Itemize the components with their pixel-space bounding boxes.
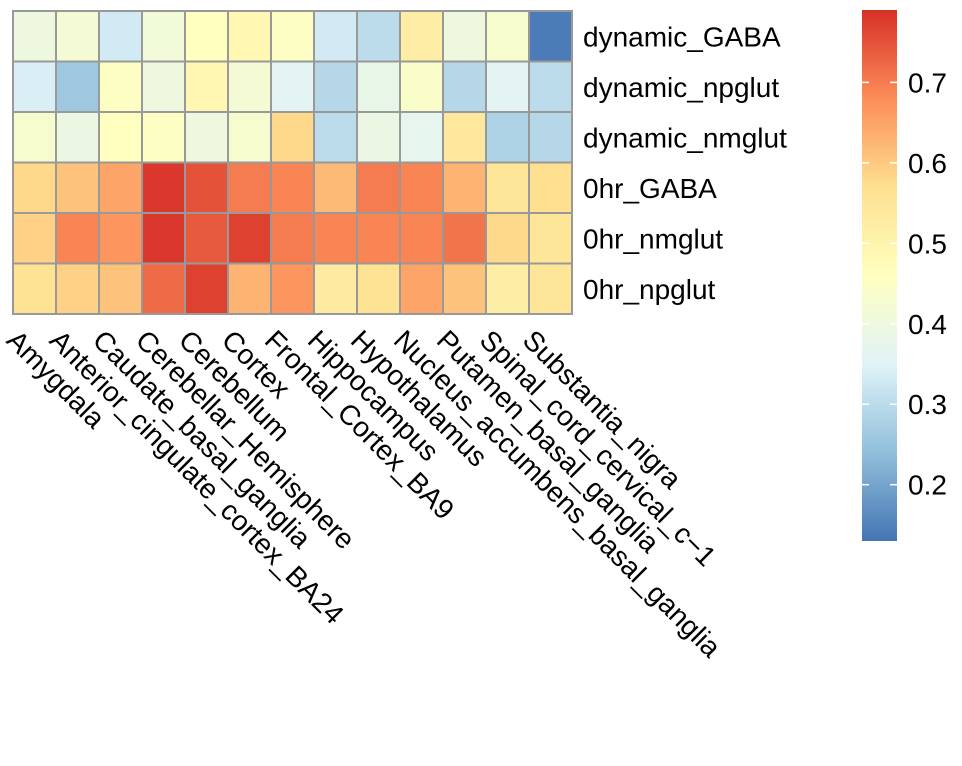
colorbar-tick-label: 0.4 — [908, 309, 947, 340]
colorbar-tick-label: 0.5 — [908, 228, 947, 259]
heatmap-cell-dynamic-npglut-hypothalamus — [356, 60, 401, 113]
heatmap-cell-dynamic-gaba-caudate-basal-ganglia — [98, 10, 143, 63]
heatmap-cell-dynamic-gaba-amygdala — [12, 10, 57, 63]
heatmap-cell-dynamic-npglut-hippocampus — [313, 60, 358, 113]
heatmap-cell-0hr-gaba-cerebellum — [184, 161, 229, 214]
row-label-0hr-nmglut: 0hr_nmglut — [583, 223, 723, 254]
heatmap-cell-0hr-npglut-hippocampus — [313, 262, 358, 315]
heatmap-cell-dynamic-npglut-caudate-basal-ganglia — [98, 60, 143, 113]
heatmap-cell-0hr-gaba-substantia-nigra — [528, 161, 573, 214]
heatmap-cell-dynamic-gaba-substantia-nigra — [528, 10, 573, 63]
heatmap-cell-dynamic-npglut-substantia-nigra — [528, 60, 573, 113]
heatmap-cell-0hr-nmglut-caudate-basal-ganglia — [98, 212, 143, 265]
heatmap-cell-dynamic-nmglut-amygdala — [12, 111, 57, 164]
heatmap-cell-0hr-nmglut-cerebellar-hemisphere — [141, 212, 186, 265]
colorbar-tick-label: 0.6 — [908, 148, 947, 179]
colorbar-tick-label: 0.2 — [908, 470, 947, 501]
heatmap-cell-0hr-npglut-substantia-nigra — [528, 262, 573, 315]
heatmap-cell-dynamic-gaba-spinal-cord-cervical-c-1 — [485, 10, 530, 63]
heatmap-cell-0hr-npglut-anterior-cingulate-cortex-ba24 — [55, 262, 100, 315]
heatmap-cell-dynamic-npglut-anterior-cingulate-cortex-ba24 — [55, 60, 100, 113]
heatmap-cell-0hr-gaba-hypothalamus — [356, 161, 401, 214]
heatmap-cell-0hr-gaba-spinal-cord-cervical-c-1 — [485, 161, 530, 214]
heatmap-cell-0hr-nmglut-anterior-cingulate-cortex-ba24 — [55, 212, 100, 265]
row-label-dynamic-nmglut: dynamic_nmglut — [583, 122, 787, 153]
heatmap-cell-0hr-npglut-spinal-cord-cervical-c-1 — [485, 262, 530, 315]
heatmap-cell-dynamic-nmglut-putamen-basal-ganglia — [442, 111, 487, 164]
colorbar-tick-label: 0.7 — [908, 67, 947, 98]
heatmap-cell-0hr-nmglut-putamen-basal-ganglia — [442, 212, 487, 265]
heatmap-cell-dynamic-nmglut-cerebellum — [184, 111, 229, 164]
heatmap-cell-0hr-npglut-nucleus-accumbens-basal-ganglia — [399, 262, 444, 315]
heatmap-cells — [12, 10, 573, 315]
heatmap-cell-dynamic-nmglut-nucleus-accumbens-basal-ganglia — [399, 111, 444, 164]
heatmap-cell-dynamic-npglut-cerebellum — [184, 60, 229, 113]
color-legend: 0.7 0.6 0.5 0.4 0.3 0.2 — [862, 10, 947, 541]
heatmap-cell-dynamic-npglut-cerebellar-hemisphere — [141, 60, 186, 113]
heatmap-cell-0hr-npglut-putamen-basal-ganglia — [442, 262, 487, 315]
heatmap-cell-dynamic-gaba-cerebellar-hemisphere — [141, 10, 186, 63]
heatmap-cell-0hr-gaba-cerebellar-hemisphere — [141, 161, 186, 214]
heatmap-cell-0hr-nmglut-cerebellum — [184, 212, 229, 265]
heatmap-cell-0hr-nmglut-spinal-cord-cervical-c-1 — [485, 212, 530, 265]
colorbar-tick-label: 0.3 — [908, 389, 947, 420]
colorbar — [862, 10, 897, 541]
heatmap-cell-0hr-npglut-cortex — [227, 262, 272, 315]
heatmap-cell-0hr-gaba-nucleus-accumbens-basal-ganglia — [399, 161, 444, 214]
heatmap-cell-dynamic-nmglut-hypothalamus — [356, 111, 401, 164]
row-label-0hr-gaba: 0hr_GABA — [583, 173, 717, 204]
heatmap-cell-0hr-npglut-cerebellar-hemisphere — [141, 262, 186, 315]
heatmap-cell-dynamic-gaba-cerebellum — [184, 10, 229, 63]
heatmap-cell-0hr-gaba-anterior-cingulate-cortex-ba24 — [55, 161, 100, 214]
heatmap-cell-0hr-gaba-cortex — [227, 161, 272, 214]
heatmap-cell-0hr-nmglut-substantia-nigra — [528, 212, 573, 265]
heatmap-cell-dynamic-nmglut-substantia-nigra — [528, 111, 573, 164]
heatmap-cell-dynamic-gaba-frontal-cortex-ba9 — [270, 10, 315, 63]
heatmap-cell-0hr-gaba-hippocampus — [313, 161, 358, 214]
heatmap-cell-0hr-npglut-amygdala — [12, 262, 57, 315]
heatmap-cell-dynamic-gaba-nucleus-accumbens-basal-ganglia — [399, 10, 444, 63]
column-labels: AmygdalaAnterior_cingulate_cortex_BA24Ca… — [1, 324, 727, 663]
heatmap-cell-dynamic-nmglut-cortex — [227, 111, 272, 164]
heatmap-cell-0hr-nmglut-nucleus-accumbens-basal-ganglia — [399, 212, 444, 265]
heatmap-cell-dynamic-gaba-cortex — [227, 10, 272, 63]
heatmap-cell-0hr-npglut-hypothalamus — [356, 262, 401, 315]
heatmap-cell-dynamic-nmglut-caudate-basal-ganglia — [98, 111, 143, 164]
row-label-dynamic-gaba: dynamic_GABA — [583, 21, 781, 52]
heatmap-cell-dynamic-npglut-amygdala — [12, 60, 57, 113]
row-label-dynamic-npglut: dynamic_npglut — [583, 72, 779, 103]
heatmap-cell-dynamic-gaba-hypothalamus — [356, 10, 401, 63]
heatmap-cell-dynamic-npglut-frontal-cortex-ba9 — [270, 60, 315, 113]
heatmap-cell-0hr-npglut-cerebellum — [184, 262, 229, 315]
heatmap-cell-0hr-nmglut-hippocampus — [313, 212, 358, 265]
heatmap-cell-dynamic-gaba-putamen-basal-ganglia — [442, 10, 487, 63]
heatmap-cell-dynamic-nmglut-spinal-cord-cervical-c-1 — [485, 111, 530, 164]
heatmap-cell-0hr-npglut-caudate-basal-ganglia — [98, 262, 143, 315]
heatmap-cell-dynamic-npglut-spinal-cord-cervical-c-1 — [485, 60, 530, 113]
heatmap-cell-dynamic-npglut-nucleus-accumbens-basal-ganglia — [399, 60, 444, 113]
row-label-0hr-npglut: 0hr_npglut — [583, 274, 716, 305]
heatmap-cell-0hr-nmglut-hypothalamus — [356, 212, 401, 265]
heatmap-cell-0hr-nmglut-frontal-cortex-ba9 — [270, 212, 315, 265]
heatmap-cell-dynamic-nmglut-hippocampus — [313, 111, 358, 164]
heatmap-cell-dynamic-npglut-putamen-basal-ganglia — [442, 60, 487, 113]
heatmap-cell-0hr-gaba-caudate-basal-ganglia — [98, 161, 143, 214]
heatmap-cell-0hr-gaba-putamen-basal-ganglia — [442, 161, 487, 214]
heatmap-cell-0hr-nmglut-cortex — [227, 212, 272, 265]
colorbar-ticks: 0.7 0.6 0.5 0.4 0.3 0.2 — [862, 67, 947, 501]
row-labels: dynamic_GABA dynamic_npglut dynamic_nmglut… — [583, 21, 787, 305]
heatmap-cell-0hr-nmglut-amygdala — [12, 212, 57, 265]
heatmap-cell-0hr-npglut-frontal-cortex-ba9 — [270, 262, 315, 315]
heatmap-cell-dynamic-gaba-anterior-cingulate-cortex-ba24 — [55, 10, 100, 63]
heatmap-cell-0hr-gaba-amygdala — [12, 161, 57, 214]
heatmap-cell-dynamic-gaba-hippocampus — [313, 10, 358, 63]
heatmap-cell-dynamic-nmglut-anterior-cingulate-cortex-ba24 — [55, 111, 100, 164]
heatmap-cell-dynamic-nmglut-frontal-cortex-ba9 — [270, 111, 315, 164]
heatmap-cell-dynamic-nmglut-cerebellar-hemisphere — [141, 111, 186, 164]
heatmap-cell-0hr-gaba-frontal-cortex-ba9 — [270, 161, 315, 214]
heatmap-cell-dynamic-npglut-cortex — [227, 60, 272, 113]
